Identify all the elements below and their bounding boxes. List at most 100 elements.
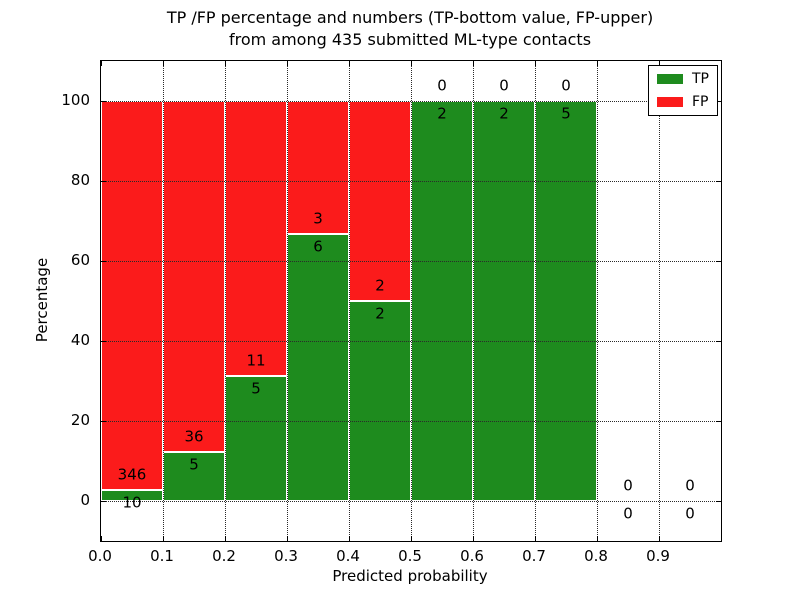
x-tick-label: 0.3 bbox=[274, 547, 298, 565]
y-tick-label: 20 bbox=[70, 411, 90, 429]
bar-segment-fp bbox=[225, 101, 287, 376]
x-tick-label: 0.6 bbox=[460, 547, 484, 565]
bar-segment-tp bbox=[163, 452, 225, 501]
tp-count-label: 5 bbox=[251, 379, 261, 398]
legend-entry-fp: FP bbox=[657, 95, 709, 109]
y-tick-mark-right bbox=[716, 421, 721, 422]
legend-label-fp: FP bbox=[692, 94, 709, 110]
tp-count-label: 10 bbox=[122, 493, 142, 512]
x-tick-mark-bottom bbox=[225, 536, 226, 541]
tp-count-label: 5 bbox=[561, 104, 571, 123]
gridline-horizontal bbox=[101, 501, 721, 502]
fp-count-label: 36 bbox=[184, 427, 204, 446]
gridline-vertical bbox=[163, 61, 164, 541]
x-tick-mark-top bbox=[473, 61, 474, 66]
fp-count-label: 2 bbox=[375, 276, 385, 295]
chart-title: TP /FP percentage and numbers (TP-bottom… bbox=[100, 7, 720, 51]
gridline-vertical bbox=[597, 61, 598, 541]
x-tick-mark-bottom bbox=[659, 536, 660, 541]
y-tick-mark-right bbox=[716, 341, 721, 342]
fp-count-label: 0 bbox=[437, 76, 447, 95]
gridline-vertical bbox=[473, 61, 474, 541]
x-tick-label: 0.8 bbox=[584, 547, 608, 565]
bar-segment-tp bbox=[349, 301, 411, 501]
x-tick-mark-bottom bbox=[349, 536, 350, 541]
y-tick-label: 100 bbox=[61, 91, 90, 109]
x-tick-label: 0.9 bbox=[646, 547, 670, 565]
x-tick-mark-bottom bbox=[287, 536, 288, 541]
tp-color-swatch bbox=[657, 74, 683, 84]
x-tick-mark-top bbox=[163, 61, 164, 66]
x-tick-mark-top bbox=[659, 61, 660, 66]
fp-count-label: 0 bbox=[499, 76, 509, 95]
y-tick-mark-left bbox=[101, 501, 106, 502]
tp-count-label: 6 bbox=[313, 237, 323, 256]
x-tick-mark-top bbox=[597, 61, 598, 66]
fp-count-label: 11 bbox=[246, 351, 266, 370]
tp-count-label: 5 bbox=[189, 455, 199, 474]
x-tick-mark-bottom bbox=[163, 536, 164, 541]
y-tick-mark-right bbox=[716, 501, 721, 502]
x-tick-label: 0.5 bbox=[398, 547, 422, 565]
gridline-horizontal bbox=[101, 181, 721, 182]
y-tick-mark-right bbox=[716, 181, 721, 182]
fp-count-label: 0 bbox=[685, 476, 695, 495]
bar-segment-tp bbox=[473, 101, 535, 501]
y-tick-mark-left bbox=[101, 181, 106, 182]
x-axis-label: Predicted probability bbox=[332, 567, 488, 585]
x-tick-label: 0.4 bbox=[336, 547, 360, 565]
x-tick-mark-top bbox=[101, 61, 102, 66]
chart-title-line-2: from among 435 submitted ML-type contact… bbox=[228, 30, 592, 49]
bar-segment-fp bbox=[349, 101, 411, 301]
gridline-vertical bbox=[535, 61, 536, 541]
x-tick-mark-bottom bbox=[473, 536, 474, 541]
y-tick-mark-right bbox=[716, 101, 721, 102]
gridline-horizontal bbox=[101, 261, 721, 262]
gridline-horizontal bbox=[101, 421, 721, 422]
y-tick-mark-left bbox=[101, 421, 106, 422]
x-tick-mark-top bbox=[411, 61, 412, 66]
x-tick-label: 0.2 bbox=[212, 547, 236, 565]
y-tick-label: 80 bbox=[70, 171, 90, 189]
legend-entry-tp: TP bbox=[657, 72, 709, 86]
gridline-vertical bbox=[659, 61, 660, 541]
bar-segment-fp bbox=[101, 101, 163, 490]
x-tick-label: 0.1 bbox=[150, 547, 174, 565]
x-tick-mark-bottom bbox=[411, 536, 412, 541]
fp-count-label: 0 bbox=[623, 476, 633, 495]
bar-segment-tp bbox=[287, 234, 349, 501]
y-tick-label: 0 bbox=[80, 491, 90, 509]
x-tick-label: 0.0 bbox=[88, 547, 112, 565]
x-tick-mark-bottom bbox=[597, 536, 598, 541]
tp-count-label: 0 bbox=[623, 504, 633, 523]
y-tick-mark-left bbox=[101, 341, 106, 342]
tp-count-label: 2 bbox=[375, 304, 385, 323]
y-tick-label: 60 bbox=[70, 251, 90, 269]
tp-count-label: 2 bbox=[437, 104, 447, 123]
x-tick-mark-top bbox=[349, 61, 350, 66]
y-tick-label: 40 bbox=[70, 331, 90, 349]
y-tick-mark-left bbox=[101, 261, 106, 262]
y-axis-label: Percentage bbox=[33, 257, 51, 343]
tp-count-label: 0 bbox=[685, 504, 695, 523]
x-tick-mark-top bbox=[287, 61, 288, 66]
bar-segment-tp bbox=[535, 101, 597, 501]
bar-segment-tp bbox=[411, 101, 473, 501]
legend-label-tp: TP bbox=[692, 71, 709, 87]
gridline-vertical bbox=[349, 61, 350, 541]
fp-count-label: 0 bbox=[561, 76, 571, 95]
x-tick-mark-top bbox=[225, 61, 226, 66]
gridline-vertical bbox=[287, 61, 288, 541]
gridline-horizontal bbox=[101, 341, 721, 342]
x-tick-mark-top bbox=[535, 61, 536, 66]
plot-area: TP FP 346 10 36 5 11 5 3 6 2 2 0 2 0 2 0 5 0 0 0 0 bbox=[100, 60, 722, 542]
fp-count-label: 3 bbox=[313, 209, 323, 228]
bar-segment-fp bbox=[163, 101, 225, 453]
gridline-vertical bbox=[225, 61, 226, 541]
y-tick-mark-left bbox=[101, 101, 106, 102]
gridline-horizontal bbox=[101, 101, 721, 102]
fp-count-label: 346 bbox=[117, 465, 147, 484]
bar-segment-tp bbox=[101, 489, 163, 501]
legend: TP FP bbox=[648, 65, 718, 116]
